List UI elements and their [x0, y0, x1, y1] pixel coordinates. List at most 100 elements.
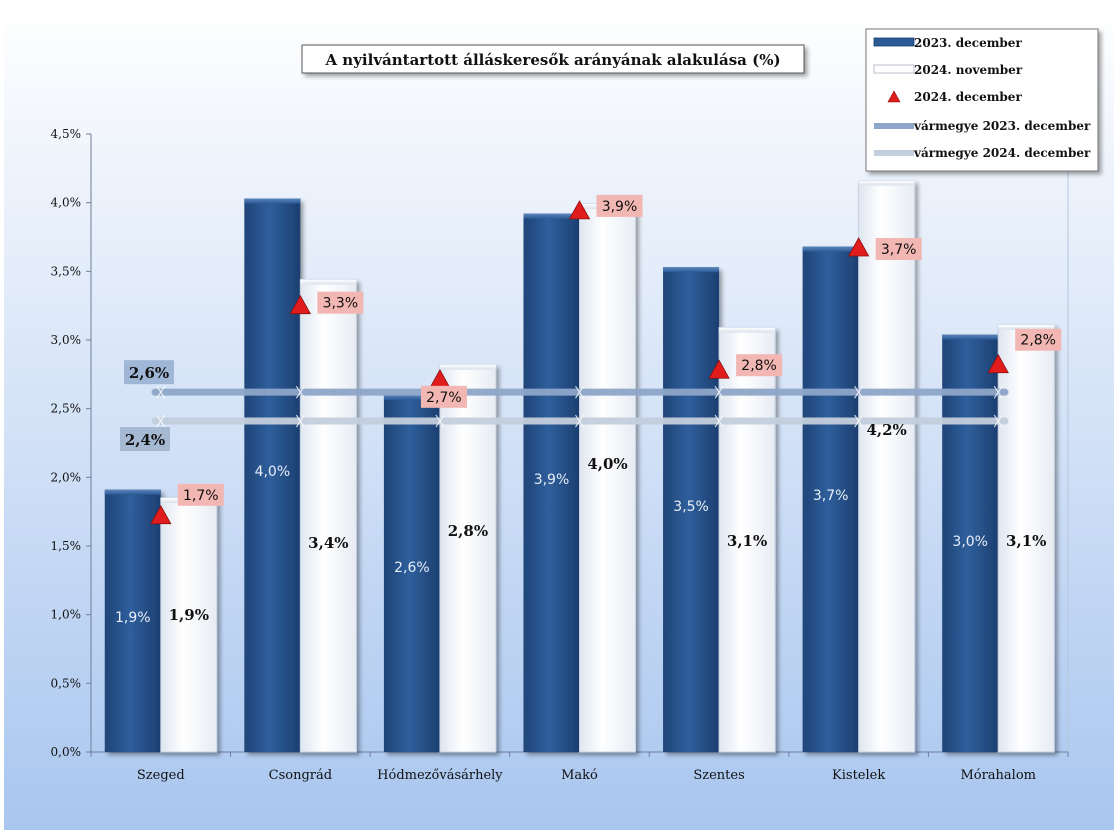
county-2024-december-marker — [435, 414, 445, 428]
bar-2023-december — [104, 489, 161, 752]
data-label-2024-december-box — [596, 194, 643, 217]
data-label-2023-december: 3,5% — [673, 499, 709, 515]
county-2023-december-marker — [575, 385, 584, 399]
data-label-2023-december: 3,9% — [534, 472, 570, 488]
data-label-2024-december: 2,7% — [426, 390, 462, 406]
bar-2024-november — [718, 327, 776, 753]
data-label-2024-december-box — [177, 483, 224, 506]
bar-2024-november — [997, 324, 1055, 753]
bar-2024-november — [858, 180, 916, 753]
bar-2023-december-top — [802, 246, 859, 252]
bar-2023-december-top — [663, 267, 720, 273]
data-label-2023-december: 4,0% — [255, 464, 291, 480]
marker-2024-december — [708, 359, 730, 379]
legend-label-county-2024-december: vármegye 2024. december — [913, 146, 1091, 160]
data-label-2023-december: 3,0% — [952, 534, 988, 550]
marker-2024-december — [987, 353, 1009, 374]
bar-2023-december — [383, 394, 440, 752]
bar-2023-december — [523, 213, 580, 753]
data-label-2023-december: 2,6% — [394, 560, 430, 576]
county-2023-december-marker — [295, 385, 305, 399]
bar-2023-december — [663, 267, 720, 752]
county-2024-december-marker — [993, 414, 1003, 428]
title-box — [301, 44, 805, 74]
y-tick-label: 2,0% — [51, 470, 82, 484]
county-2023-december-marker — [156, 385, 166, 399]
bar-2024-november — [579, 203, 636, 753]
county-2024-december-marker — [854, 414, 864, 428]
bar-2023-december-top — [244, 198, 301, 204]
data-label-2024-december: 2,8% — [1020, 333, 1056, 349]
data-label-2023-december: 3,7% — [813, 488, 849, 504]
x-category-label: Szeged — [137, 768, 185, 783]
data-label-2024-november: 1,9% — [169, 606, 209, 624]
legend-label-2024-november: 2024. november — [914, 63, 1023, 77]
county-2024-december-marker — [575, 414, 584, 428]
bar-2024-november-top — [858, 180, 915, 186]
y-tick-label: 1,0% — [51, 608, 82, 622]
data-label-2024-november: 2,8% — [448, 522, 488, 540]
data-label-2024-november: 4,2% — [866, 421, 906, 439]
bar-2024-november-top — [719, 327, 776, 333]
county-2024-december-marker — [714, 414, 724, 428]
bar-2023-december-top — [104, 489, 161, 495]
x-category-label: Makó — [561, 768, 598, 783]
bar-2024-november-top — [300, 279, 357, 285]
legend-swatch-2024-november — [873, 64, 915, 74]
x-category-label: Mórahalom — [960, 768, 1036, 783]
x-category-label: Szentes — [693, 768, 744, 783]
y-tick-label: 4,5% — [51, 127, 82, 141]
legend-label-county-2023-december: vármegye 2023. december — [913, 119, 1091, 133]
bar-2024-november — [160, 497, 218, 753]
data-label-2024-december-box — [1015, 328, 1062, 351]
x-category-label: Hódmezővásárhely — [377, 768, 503, 783]
bar-2024-november — [299, 279, 357, 753]
legend-label-2024-december: 2024. december — [914, 90, 1022, 104]
county-2023-december-marker — [714, 385, 724, 399]
chart-title: A nyilvántartott álláskeresők arányának … — [324, 51, 780, 69]
y-tick-label: 3,0% — [51, 333, 82, 347]
bar-2023-december-top — [383, 394, 440, 400]
bar-2023-december-top — [523, 213, 580, 219]
data-label-2024-december: 3,7% — [881, 242, 917, 258]
plot-layer: 0,0% 0,5% 1,0% 1,5% 2,0% 2,5% 3,0% 3,5% 4,0% 4,5%… — [51, 28, 1099, 783]
county-2024-december-marker — [156, 414, 166, 428]
county-2023-december-marker — [993, 385, 1003, 399]
bar-2023-december — [942, 334, 999, 752]
county-2024-december-label-box — [120, 427, 170, 452]
data-label-2024-december-box — [875, 237, 922, 260]
data-label-2024-december: 3,9% — [602, 199, 638, 215]
county-2023-december-label-box — [124, 360, 174, 385]
y-tick-label: 3,5% — [51, 264, 82, 278]
data-label-2024-december-box — [317, 291, 364, 314]
y-tick-label: 2,5% — [51, 402, 82, 416]
bar-2023-december — [802, 246, 859, 752]
y-tick-label: 1,5% — [51, 539, 82, 553]
marker-2024-december — [150, 504, 172, 525]
county-2024-december-marker — [295, 414, 305, 428]
marker-2024-december — [289, 294, 312, 315]
marker-2024-december — [568, 200, 591, 220]
bar-2023-december-top — [942, 334, 999, 340]
data-label-2024-december-box — [420, 385, 467, 408]
y-tick-label: 0,5% — [51, 676, 82, 690]
legend-label-2023-december: 2023. december — [914, 36, 1022, 50]
county-2024-december-label: 2,4% — [125, 431, 165, 449]
data-label-2023-december: 1,9% — [115, 610, 151, 626]
bar-2023-december — [244, 198, 301, 753]
county-2023-december-label: 2,6% — [129, 364, 169, 382]
bar-2024-november-top — [998, 324, 1055, 330]
county-2023-december-marker — [854, 385, 864, 399]
legend-swatch-2023-december — [873, 37, 915, 47]
x-category-label: Csongrád — [269, 768, 332, 783]
data-label-2024-november: 3,4% — [308, 534, 348, 552]
legend-box — [865, 28, 1099, 172]
data-label-2024-november: 3,1% — [1006, 532, 1046, 550]
legend-swatch-2024-december — [887, 90, 901, 103]
bar-2024-november-top — [439, 364, 496, 370]
data-label-2024-december: 2,8% — [741, 358, 777, 374]
data-label-2024-december: 3,3% — [323, 296, 359, 312]
y-tick-label: 0,0% — [51, 745, 82, 759]
